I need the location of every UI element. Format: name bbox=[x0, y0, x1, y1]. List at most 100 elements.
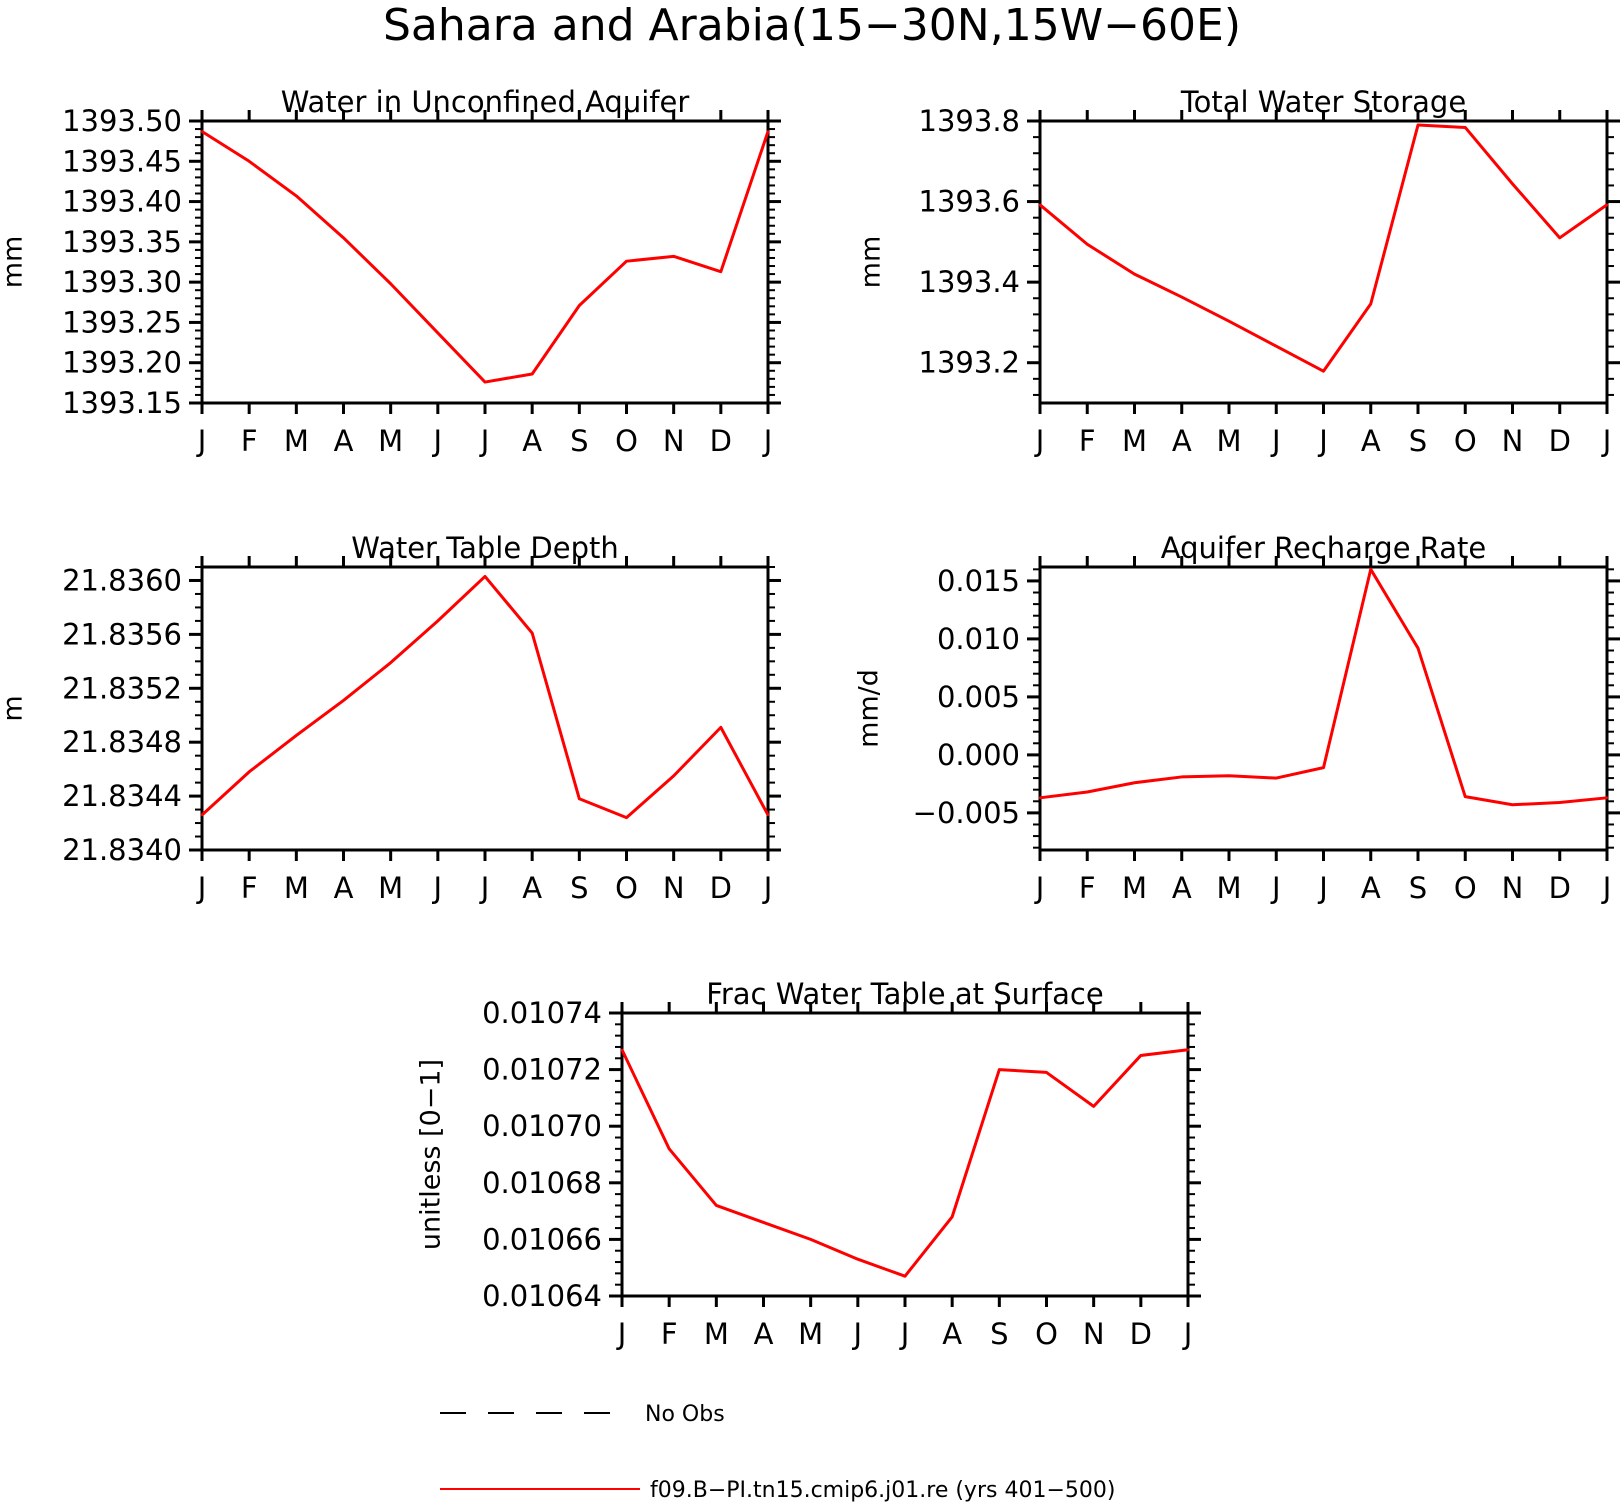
x-tick-label: S bbox=[1409, 424, 1427, 458]
data-point bbox=[530, 631, 534, 635]
data-point bbox=[625, 816, 628, 819]
data-point bbox=[342, 699, 345, 702]
data-point bbox=[950, 1215, 954, 1218]
y-tick-label: 1393.30 bbox=[62, 265, 182, 299]
y-tick-label: −0.005 bbox=[913, 796, 1020, 830]
x-tick-label: J bbox=[1182, 1317, 1193, 1351]
x-tick-label: F bbox=[241, 871, 258, 905]
x-tick-label: J bbox=[196, 424, 207, 458]
y-tick-label: 1393.4 bbox=[919, 265, 1020, 299]
data-point bbox=[1322, 766, 1325, 769]
x-tick-label: O bbox=[1035, 1317, 1058, 1351]
data-point bbox=[1511, 803, 1514, 806]
data-point bbox=[578, 797, 581, 800]
x-tick-label: M bbox=[1122, 871, 1147, 905]
x-tick-label: M bbox=[798, 1317, 823, 1351]
x-tick-label: S bbox=[990, 1317, 1008, 1351]
x-tick-label: A bbox=[754, 1317, 774, 1351]
data-point bbox=[715, 1204, 718, 1207]
x-tick-label: J bbox=[1034, 424, 1045, 458]
x-tick-label: F bbox=[1079, 424, 1096, 458]
data-point bbox=[766, 813, 770, 817]
plot-frame bbox=[200, 565, 770, 852]
x-tick-label: D bbox=[710, 424, 732, 458]
x-tick-label: J bbox=[1317, 871, 1328, 905]
y-axis-label: m bbox=[0, 695, 29, 721]
data-point bbox=[620, 1048, 624, 1051]
x-tick-label: A bbox=[522, 424, 542, 458]
series-line bbox=[620, 1048, 1189, 1278]
data-point bbox=[1464, 126, 1467, 129]
y-tick-label: 0.015 bbox=[937, 564, 1020, 598]
x-tick-label: M bbox=[1216, 424, 1241, 458]
x-tick-label: N bbox=[1083, 1317, 1105, 1351]
x-tick-label: J bbox=[479, 871, 490, 905]
x-tick-label: J bbox=[432, 871, 443, 905]
x-tick-label: F bbox=[1079, 871, 1096, 905]
x-tick-label: J bbox=[432, 424, 443, 458]
x-tick-label: A bbox=[1172, 424, 1192, 458]
x-tick-label: S bbox=[570, 871, 588, 905]
data-point bbox=[436, 331, 440, 335]
x-tick-label: A bbox=[942, 1317, 962, 1351]
y-tick-label: 1393.6 bbox=[919, 185, 1020, 219]
y-tick-label: 0.01070 bbox=[482, 1109, 602, 1143]
y-tick-label: 0.01066 bbox=[482, 1222, 602, 1256]
data-point bbox=[247, 770, 251, 774]
data-point bbox=[436, 619, 440, 623]
data-point bbox=[200, 130, 204, 133]
data-point bbox=[1227, 320, 1231, 323]
y-tick-label: 21.8340 bbox=[62, 833, 182, 867]
x-tick-label: J bbox=[852, 1317, 863, 1351]
x-tick-label: A bbox=[1172, 871, 1192, 905]
data-point bbox=[1038, 796, 1042, 800]
data-point bbox=[1086, 243, 1089, 246]
x-tick-label: N bbox=[663, 871, 685, 905]
x-tick-label: J bbox=[1601, 424, 1612, 458]
data-point bbox=[1133, 781, 1136, 784]
data-point bbox=[1092, 1105, 1095, 1108]
data-point bbox=[1180, 775, 1183, 779]
data-point bbox=[1186, 1048, 1190, 1051]
x-tick-label: A bbox=[334, 424, 354, 458]
data-point bbox=[719, 270, 723, 273]
data-point bbox=[1275, 776, 1278, 780]
x-tick-label: M bbox=[378, 424, 403, 458]
x-tick-label: A bbox=[334, 871, 354, 905]
data-point bbox=[247, 160, 251, 163]
x-tick-label: J bbox=[479, 424, 490, 458]
x-tick-label: N bbox=[663, 424, 685, 458]
x-tick-label: O bbox=[615, 424, 638, 458]
data-point bbox=[1511, 182, 1514, 186]
data-point bbox=[1133, 272, 1136, 276]
y-tick-label: 1393.15 bbox=[62, 386, 182, 420]
x-tick-label: M bbox=[704, 1317, 729, 1351]
y-tick-label: 0.010 bbox=[937, 622, 1020, 656]
y-tick-label: 21.8356 bbox=[62, 617, 182, 651]
data-point bbox=[1045, 1071, 1048, 1074]
y-tick-label: 0.01074 bbox=[482, 996, 602, 1030]
x-tick-label: M bbox=[1216, 871, 1241, 905]
x-tick-label: F bbox=[661, 1317, 678, 1351]
x-tick-label: M bbox=[284, 424, 309, 458]
y-tick-label: 21.8348 bbox=[62, 725, 182, 759]
data-point bbox=[1416, 123, 1420, 127]
data-point bbox=[672, 774, 675, 778]
x-tick-label: J bbox=[1270, 871, 1281, 905]
y-tick-label: 1393.25 bbox=[62, 305, 182, 339]
data-point bbox=[578, 304, 581, 307]
x-tick-label: J bbox=[762, 871, 773, 905]
data-point bbox=[1227, 774, 1231, 777]
x-tick-label: O bbox=[1454, 871, 1477, 905]
data-point bbox=[483, 575, 487, 578]
x-tick-label: O bbox=[615, 871, 638, 905]
plot-frame bbox=[200, 119, 770, 405]
x-tick-label: N bbox=[1502, 424, 1524, 458]
x-tick-label: M bbox=[1122, 424, 1147, 458]
data-point bbox=[1038, 203, 1042, 206]
data-point bbox=[200, 813, 204, 817]
data-point bbox=[295, 194, 298, 198]
